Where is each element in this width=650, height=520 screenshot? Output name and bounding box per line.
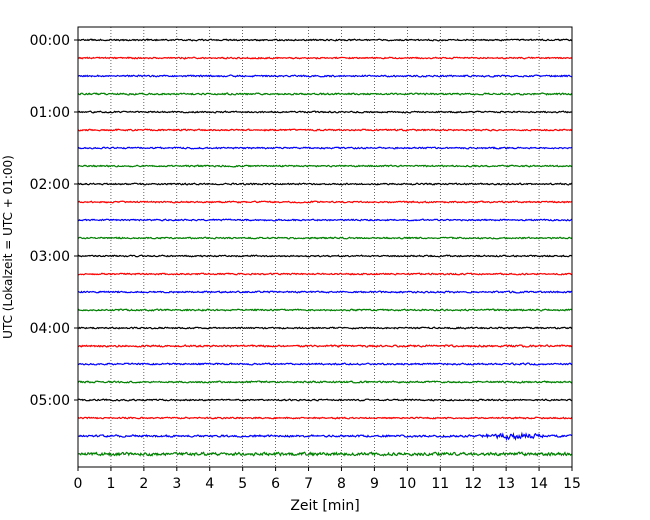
trace-0000 xyxy=(77,38,573,42)
trace-0515 xyxy=(77,416,573,420)
x-tick-label-2: 2 xyxy=(139,476,148,492)
trace-0415 xyxy=(77,344,573,348)
y-tick-label-3: 03:00 xyxy=(30,249,70,265)
x-tick-label-1: 1 xyxy=(106,476,115,492)
x-tick-label-9: 9 xyxy=(370,476,379,492)
trace-0345 xyxy=(77,308,573,312)
x-tick-label-14: 14 xyxy=(530,476,548,492)
x-tick-label-4: 4 xyxy=(205,476,214,492)
trace-0130 xyxy=(77,146,573,150)
trace-0100 xyxy=(77,110,573,114)
x-axis: 0 1 2 3 4 5 6 7 8 9 10 11 12 13 14 15 xyxy=(74,467,581,492)
x-tick-label-0: 0 xyxy=(74,476,83,492)
trace-series xyxy=(77,38,573,457)
trace-0530 xyxy=(77,431,573,442)
x-tick-label-15: 15 xyxy=(563,476,581,492)
x-tick-label-5: 5 xyxy=(238,476,247,492)
y-tick-label-4: 04:00 xyxy=(30,321,70,337)
x-tick-label-11: 11 xyxy=(431,476,449,492)
trace-0215 xyxy=(77,200,573,204)
x-tick-label-13: 13 xyxy=(497,476,515,492)
x-axis-label: Zeit [min] xyxy=(290,498,359,514)
y-tick-label-0: 00:00 xyxy=(30,33,70,49)
trace-0200 xyxy=(77,182,573,186)
trace-0300 xyxy=(77,254,573,258)
trace-0045 xyxy=(77,92,573,96)
trace-0145 xyxy=(77,164,573,168)
trace-0015 xyxy=(77,56,573,60)
trace-0115 xyxy=(77,128,573,132)
trace-0445 xyxy=(77,380,573,384)
trace-0430 xyxy=(77,362,573,366)
y-tick-label-5: 05:00 xyxy=(30,393,70,409)
trace-0330 xyxy=(77,290,573,294)
trace-0030 xyxy=(77,74,573,78)
y-axis-label: UTC (Lokalzeit = UTC + 01:00) xyxy=(1,155,15,339)
trace-0245 xyxy=(77,236,573,240)
trace-0315 xyxy=(77,272,573,276)
trace-0545 xyxy=(77,451,573,457)
x-tick-label-7: 7 xyxy=(304,476,313,492)
x-tick-label-10: 10 xyxy=(398,476,416,492)
grid-lines xyxy=(110,27,540,467)
x-tick-label-6: 6 xyxy=(271,476,280,492)
y-tick-label-1: 01:00 xyxy=(30,105,70,121)
x-tick-label-3: 3 xyxy=(172,476,181,492)
trace-0500 xyxy=(77,398,573,402)
y-tick-label-2: 02:00 xyxy=(30,177,70,193)
trace-0400 xyxy=(77,326,573,330)
x-tick-label-8: 8 xyxy=(337,476,346,492)
y-axis: 00:00 01:00 02:00 03:00 04:00 05:00 xyxy=(30,33,78,409)
x-tick-label-12: 12 xyxy=(464,476,482,492)
trace-0230 xyxy=(77,218,573,222)
plot-frame xyxy=(77,26,573,468)
